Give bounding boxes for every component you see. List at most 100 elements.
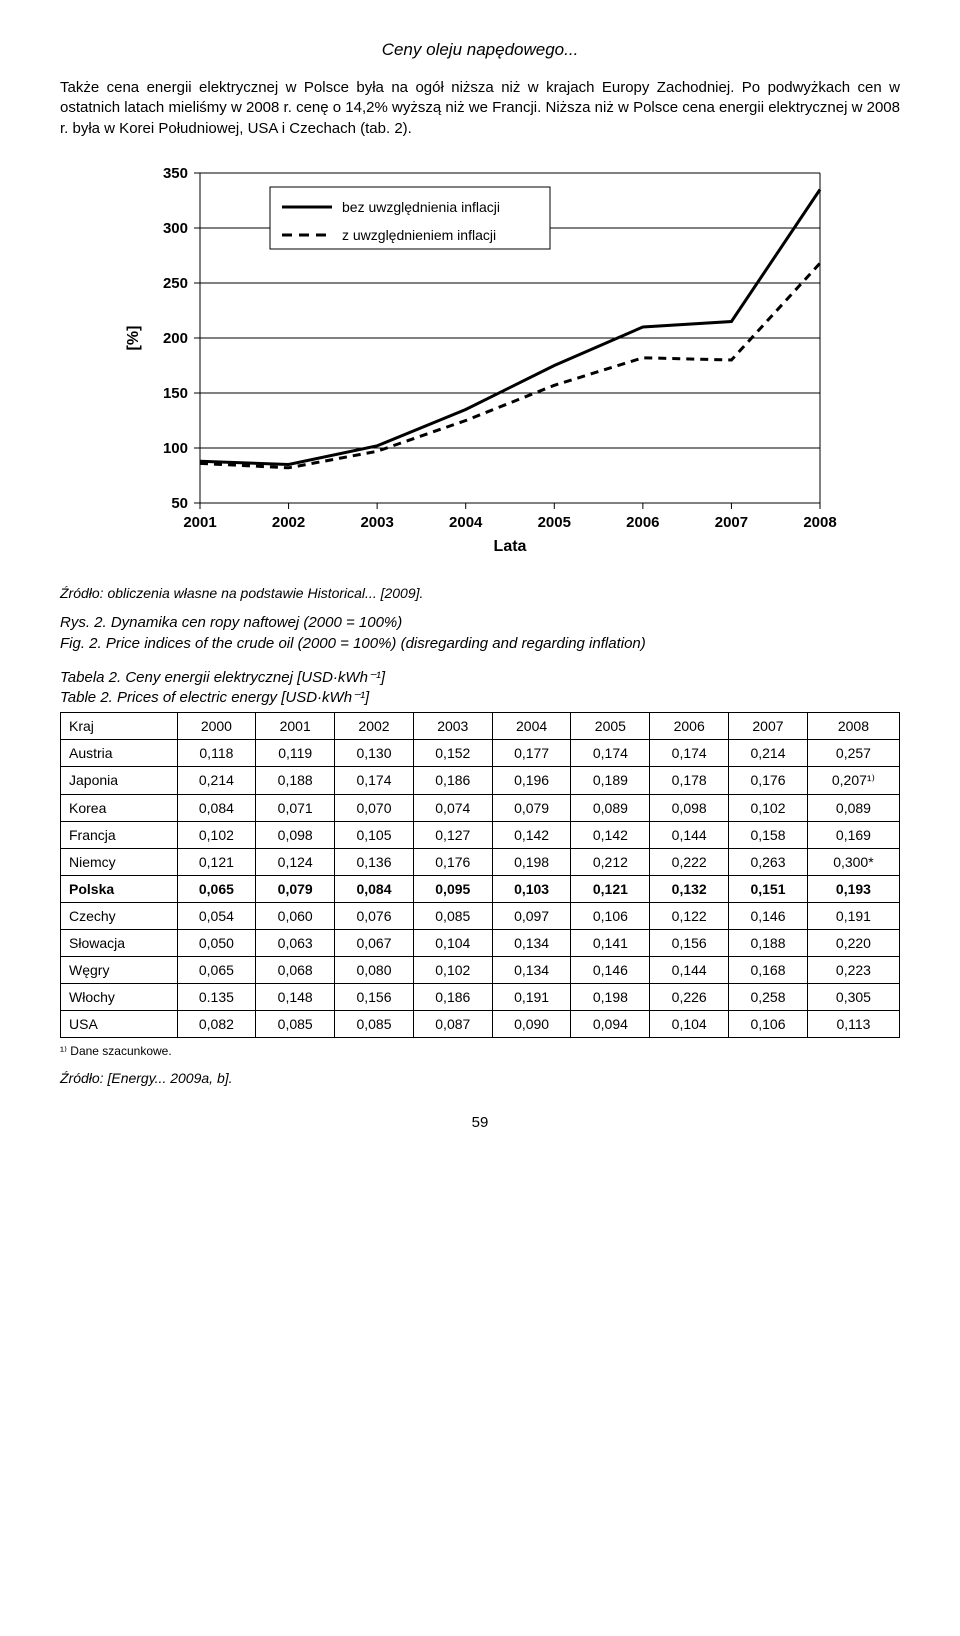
table-cell: 0,063 [256, 929, 335, 956]
table-cell: 0,258 [729, 983, 808, 1010]
table-cell: 0,065 [177, 956, 256, 983]
table-header-cell: 2004 [492, 712, 571, 739]
table-row: Japonia0,2140,1880,1740,1860,1960,1890,1… [61, 766, 900, 794]
table-cell: 0,158 [729, 821, 808, 848]
table-cell: 0,156 [650, 929, 729, 956]
price-table: Kraj200020012002200320042005200620072008… [60, 712, 900, 1038]
table-cell: 0,176 [729, 766, 808, 794]
table-cell: 0,177 [492, 739, 571, 766]
table-cell: 0,214 [177, 766, 256, 794]
table-row: USA0,0820,0850,0850,0870,0900,0940,1040,… [61, 1010, 900, 1037]
intro-paragraph: Także cena energii elektrycznej w Polsce… [60, 78, 900, 139]
table-cell: Słowacja [61, 929, 178, 956]
table-row: Niemcy0,1210,1240,1360,1760,1980,2120,22… [61, 848, 900, 875]
table-header-cell: 2006 [650, 712, 729, 739]
chart-source: Źródło: obliczenia własne na podstawie H… [60, 585, 900, 601]
table-cell: 0,142 [571, 821, 650, 848]
table-cell: 0.135 [177, 983, 256, 1010]
table-cell: 0,169 [807, 821, 899, 848]
table-cell: Polska [61, 875, 178, 902]
table-cell: 0,068 [256, 956, 335, 983]
table-cell: Czechy [61, 902, 178, 929]
table-header-cell: Kraj [61, 712, 178, 739]
page-number: 59 [60, 1114, 900, 1131]
fig-caption-pl: Rys. 2. Dynamika cen ropy naftowej (2000… [60, 613, 900, 633]
table-cell: Francja [61, 821, 178, 848]
table-cell: Korea [61, 794, 178, 821]
svg-text:2008: 2008 [803, 514, 836, 531]
table-cell: 0,151 [729, 875, 808, 902]
table-cell: 0,079 [256, 875, 335, 902]
table-cell: 0,207¹⁾ [807, 766, 899, 794]
table-cell: 0,134 [492, 956, 571, 983]
table-cell: USA [61, 1010, 178, 1037]
svg-text:350: 350 [163, 165, 188, 182]
svg-text:200: 200 [163, 330, 188, 347]
table-cell: 0,300* [807, 848, 899, 875]
table-cell: Austria [61, 739, 178, 766]
table-cell: 0,132 [650, 875, 729, 902]
table-cell: 0,198 [571, 983, 650, 1010]
line-chart: 5010015020025030035020012002200320042005… [120, 153, 840, 577]
table-row: Francja0,1020,0980,1050,1270,1420,1420,1… [61, 821, 900, 848]
table-cell: 0,090 [492, 1010, 571, 1037]
fig-caption-en: Fig. 2. Price indices of the crude oil (… [60, 634, 900, 654]
table-cell: 0,127 [413, 821, 492, 848]
table-cell: 0,065 [177, 875, 256, 902]
svg-text:bez uwzględnienia inflacji: bez uwzględnienia inflacji [342, 199, 500, 215]
table-cell: 0,082 [177, 1010, 256, 1037]
table-cell: 0,118 [177, 739, 256, 766]
table-cell: Węgry [61, 956, 178, 983]
table-caption-pl: Tabela 2. Ceny energii elektrycznej [USD… [60, 668, 900, 686]
table-row: Słowacja0,0500,0630,0670,1040,1340,1410,… [61, 929, 900, 956]
svg-text:300: 300 [163, 220, 188, 237]
table-cell: 0,085 [413, 902, 492, 929]
table-cell: 0,087 [413, 1010, 492, 1037]
table-cell: 0,094 [571, 1010, 650, 1037]
table-source: Źródło: [Energy... 2009a, b]. [60, 1070, 900, 1086]
table-cell: 0,226 [650, 983, 729, 1010]
table-cell: 0,067 [335, 929, 414, 956]
svg-text:[%]: [%] [125, 325, 142, 350]
table-row: Austria0,1180,1190,1300,1520,1770,1740,1… [61, 739, 900, 766]
table-cell: Niemcy [61, 848, 178, 875]
table-header-cell: 2003 [413, 712, 492, 739]
table-cell: 0,146 [571, 956, 650, 983]
table-cell: 0,106 [729, 1010, 808, 1037]
table-footnote: ¹⁾ Dane szacunkowe. [60, 1044, 900, 1058]
table-cell: 0,089 [571, 794, 650, 821]
page-header: Ceny oleju napędowego... [60, 40, 900, 60]
svg-text:2006: 2006 [626, 514, 659, 531]
table-header-cell: 2002 [335, 712, 414, 739]
table-cell: 0,085 [256, 1010, 335, 1037]
table-cell: 0,070 [335, 794, 414, 821]
table-cell: 0,121 [177, 848, 256, 875]
table-cell: 0,142 [492, 821, 571, 848]
table-cell: 0,196 [492, 766, 571, 794]
table-cell: 0,198 [492, 848, 571, 875]
table-cell: 0,076 [335, 902, 414, 929]
table-cell: 0,095 [413, 875, 492, 902]
svg-text:Lata: Lata [494, 538, 527, 555]
table-cell: 0,186 [413, 983, 492, 1010]
table-row: Korea0,0840,0710,0700,0740,0790,0890,098… [61, 794, 900, 821]
svg-text:2003: 2003 [360, 514, 393, 531]
table-cell: 0,134 [492, 929, 571, 956]
table-cell: 0,168 [729, 956, 808, 983]
table-cell: 0,122 [650, 902, 729, 929]
svg-text:2005: 2005 [538, 514, 571, 531]
table-cell: 0,174 [571, 739, 650, 766]
table-cell: 0,174 [650, 739, 729, 766]
table-cell: 0,079 [492, 794, 571, 821]
svg-text:50: 50 [171, 495, 188, 512]
table-cell: 0,050 [177, 929, 256, 956]
table-cell: 0,263 [729, 848, 808, 875]
table-cell: 0,141 [571, 929, 650, 956]
table-cell: 0,089 [807, 794, 899, 821]
table-cell: 0,223 [807, 956, 899, 983]
table-cell: 0,146 [729, 902, 808, 929]
table-cell: 0,071 [256, 794, 335, 821]
table-cell: 0,222 [650, 848, 729, 875]
svg-text:2007: 2007 [715, 514, 748, 531]
table-cell: 0,098 [650, 794, 729, 821]
